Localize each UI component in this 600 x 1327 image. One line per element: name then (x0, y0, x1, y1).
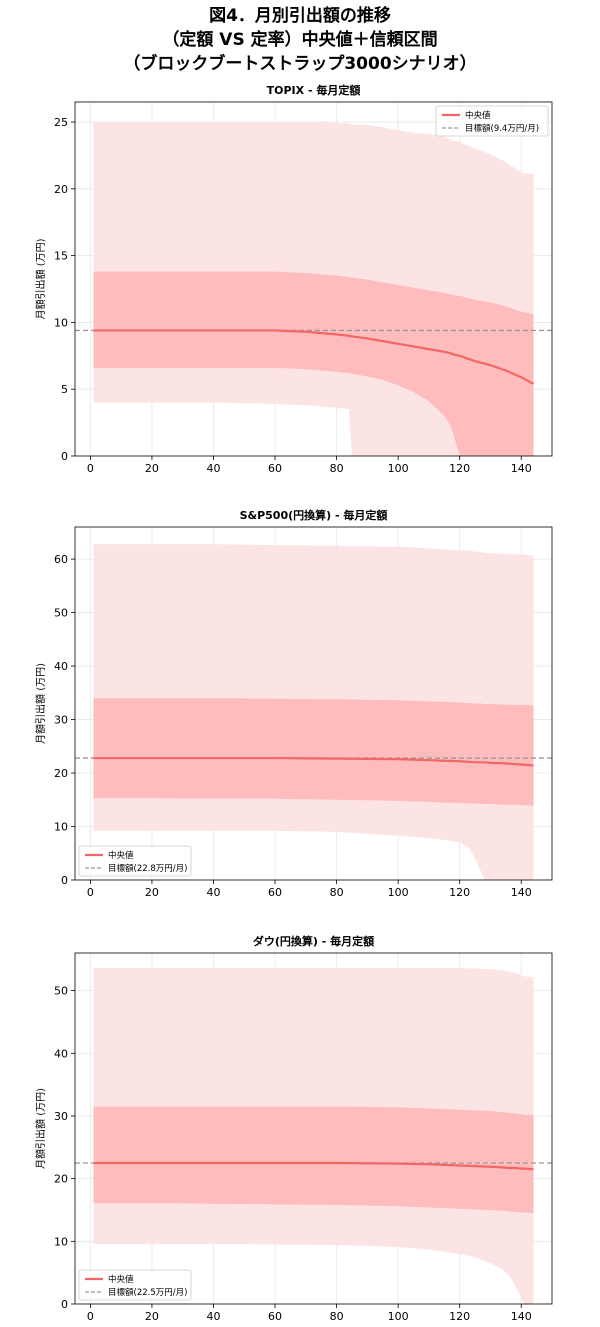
x-tick-label: 0 (87, 886, 94, 899)
figure-title-line-2: （定額 VS 定率）中央値＋信頼区間 (162, 30, 438, 50)
legend-median-label: 中央値 (108, 1274, 134, 1285)
y-tick-label: 0 (61, 450, 68, 463)
x-tick-label: 20 (145, 462, 159, 475)
median-line (93, 1161, 534, 1171)
x-tick-label: 60 (268, 462, 282, 475)
y-tick-label: 40 (54, 1047, 68, 1060)
median-line (93, 329, 535, 385)
figure-title-line-3: （ブロックブートストラップ3000シナリオ） (123, 54, 477, 74)
y-axis-label: 月額引出額 (万円) (34, 1088, 47, 1169)
y-axis-label: 月額引出額 (万円) (34, 238, 47, 319)
legend-median-label: 中央値 (108, 850, 134, 861)
inner-confidence-band (93, 698, 534, 806)
x-tick-label: 120 (449, 1310, 470, 1323)
chart-title: TOPIX - 毎月定額 (267, 83, 361, 97)
y-tick-label: 60 (54, 553, 68, 566)
sp500-chart: S&P500(円換算) - 毎月定額 0 20 40 60 80 100 120 140 0 10 2… (34, 508, 553, 899)
x-tick-label: 100 (388, 462, 409, 475)
inner-confidence-band (93, 271, 534, 456)
y-tick-label: 10 (54, 316, 68, 329)
y-tick-label: 50 (54, 985, 68, 998)
x-tick-label: 20 (145, 1310, 159, 1323)
y-tick-label: 0 (61, 874, 68, 887)
x-tick-label: 140 (511, 1310, 532, 1323)
legend-median-label: 中央値 (465, 110, 491, 121)
legend-box (435, 105, 549, 137)
y-tick-label: 15 (54, 250, 68, 263)
axes-frame (74, 526, 553, 881)
x-tick-label: 20 (145, 886, 159, 899)
y-tick-label: 0 (61, 1298, 68, 1311)
figure-title-line-1: 図4．月別引出額の推移 (209, 6, 391, 26)
x-tick-label: 40 (206, 1310, 220, 1323)
chart-title: S&P500(円換算) - 毎月定額 (240, 508, 388, 522)
y-tick-label: 25 (54, 116, 68, 129)
y-tick-label: 20 (54, 1173, 68, 1186)
figure-title: 図4．月別引出額の推移 （定額 VS 定率）中央値＋信頼区間 （ブロックブートス… (0, 4, 600, 76)
x-tick-label: 140 (511, 462, 532, 475)
y-tick-label: 10 (54, 1235, 68, 1248)
y-tick-label: 30 (54, 714, 68, 727)
x-tick-label: 80 (330, 1310, 344, 1323)
axes-frame (74, 101, 553, 457)
x-tick-label: 40 (206, 462, 220, 475)
y-tick-label: 10 (54, 821, 68, 834)
y-tick-label: 5 (61, 383, 68, 396)
x-tick-label: 0 (87, 462, 94, 475)
y-tick-label: 20 (54, 183, 68, 196)
y-tick-label: 50 (54, 607, 68, 620)
y-tick-label: 40 (54, 660, 68, 673)
x-tick-label: 100 (388, 1310, 409, 1323)
topix-chart: TOPIX - 毎月定額 0 20 40 60 80 100 120 140 0 5 10 15 20 25… (34, 83, 553, 475)
y-tick-label: 30 (54, 1110, 68, 1123)
legend-box (78, 845, 192, 877)
x-tick-label: 60 (268, 1310, 282, 1323)
x-tick-label: 100 (388, 886, 409, 899)
legend-box (78, 1269, 192, 1301)
x-tick-label: 60 (268, 886, 282, 899)
y-axis-label: 月額引出額 (万円) (34, 663, 47, 744)
legend-target-label: 目標額(22.5万円/月) (108, 1287, 187, 1298)
x-tick-label: 120 (449, 462, 470, 475)
inner-confidence-band (93, 1106, 534, 1214)
chart-title: ダウ(円換算) - 毎月定額 (253, 934, 374, 948)
y-tick-label: 20 (54, 767, 68, 780)
x-tick-label: 120 (449, 886, 470, 899)
median-line (93, 756, 534, 767)
axes-frame (74, 952, 553, 1305)
x-tick-label: 140 (511, 886, 532, 899)
legend-target-label: 目標額(22.8万円/月) (108, 863, 187, 874)
dow-chart: ダウ(円換算) - 毎月定額 0 20 40 60 80 100 120 140 0 10 20 30 4… (34, 934, 553, 1323)
x-tick-label: 80 (330, 462, 344, 475)
x-tick-label: 80 (330, 886, 344, 899)
x-tick-label: 40 (206, 886, 220, 899)
x-tick-label: 0 (87, 1310, 94, 1323)
legend-target-label: 目標額(9.4万円/月) (465, 123, 539, 134)
